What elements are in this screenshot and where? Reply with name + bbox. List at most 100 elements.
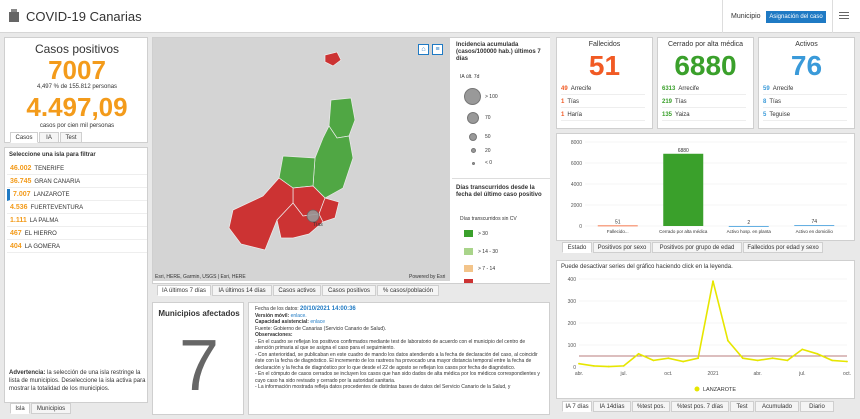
tab-diario[interactable]: Diario (800, 401, 834, 412)
tab-estado[interactable]: Estado (562, 242, 592, 253)
fallecidos-row: 49 Arrecife (561, 83, 645, 95)
legend-swatch (464, 279, 473, 283)
municipio-label: Municipio (731, 13, 761, 20)
tab-municipios[interactable]: Municipios (31, 403, 71, 414)
line-ytick: 400 (568, 277, 577, 283)
bar-category-label: Fallecido... (607, 229, 629, 234)
legend-label: > 30 (478, 231, 488, 237)
island-row[interactable]: 4.536 FUERTEVENTURA (7, 202, 147, 214)
line-xtick: jul. (619, 371, 626, 377)
line-point (846, 360, 848, 363)
canarias-crest-icon (9, 9, 19, 22)
line-xtick: abr. (575, 371, 583, 377)
tab-fallecidos-edad[interactable]: Fallecidos por edad y sexo (743, 242, 823, 253)
line-point (741, 357, 744, 360)
island-row[interactable]: 36.745 GRAN CANARIA (7, 176, 147, 188)
version-link[interactable]: enlace. (290, 312, 307, 319)
islands-warning: Advertencia: la selección de una isla re… (9, 370, 146, 392)
bar (728, 225, 769, 227)
line-point (682, 360, 685, 363)
menu-icon[interactable] (839, 12, 849, 21)
capacidad-link[interactable]: enlace (310, 319, 326, 325)
island-row[interactable]: 404 LA GOMERA (7, 241, 147, 253)
tab-ia[interactable]: IA (39, 132, 59, 143)
home-icon[interactable]: ⌂ (418, 44, 429, 55)
casos-title: Casos positivos (34, 42, 120, 56)
map-attribution: Esri, HERE, Garmin, USGS | Esri, HERE (155, 274, 246, 280)
bar-ytick: 2000 (571, 203, 582, 209)
tab-test[interactable]: Test (730, 401, 754, 412)
line-xtick: oct. (664, 371, 672, 377)
asignacion-button[interactable]: Asignación del caso (766, 11, 826, 23)
tab-test-pos[interactable]: %test pos. (632, 401, 670, 412)
bar-chart[interactable]: 0 2000 4000 6000 8000 51 Fallecido... 6880 Cerra… (557, 134, 854, 240)
line-ytick: 0 (573, 365, 576, 371)
tab-ia-14[interactable]: IA últimos 14 días (212, 285, 272, 296)
casos-per100k-label: casos por cien mil personas (39, 123, 115, 129)
island-row[interactable]: 467 EL HIERRO (7, 228, 147, 240)
bar (663, 153, 704, 226)
line-point (726, 339, 729, 342)
activos-row: 8 Tías (763, 96, 847, 108)
casos-total: 7007 (48, 55, 106, 85)
tab-positivos-sexo[interactable]: Positivos por sexo (593, 242, 651, 253)
legend-series-label: LANZAROTE (703, 387, 736, 393)
line-point (712, 280, 714, 283)
legend-swatch (464, 248, 473, 255)
map-panel[interactable]: Tías ⌂ ≡ Esri, HERE, Garmin, USGS | Esri… (152, 37, 550, 284)
island-row[interactable]: 1.111 LA PALMA (7, 215, 147, 227)
cerrado-row: 135 Yaiza (662, 109, 746, 121)
legend-label: > 100 (485, 94, 498, 100)
casos-pct: 4,497 % de 155.812 personas (36, 84, 118, 90)
line-chart[interactable]: 0 100 200 300 400 abr. jul. oct. 2021 abr. jul. oct… (557, 271, 854, 399)
island-row-selected[interactable]: 7.007 LANZAROTE (7, 189, 147, 201)
line-xtick: 2021 (707, 371, 718, 377)
fallecidos-row: 1 Tías (561, 96, 645, 108)
bar-category-label: Activo en domicilio (796, 229, 834, 234)
tab-test-pos-7[interactable]: %test pos. 7 días (671, 401, 729, 412)
legend2-title: Días transcurridos desde la fecha del úl… (456, 185, 542, 198)
app-title: COVID-19 Canarias (26, 9, 142, 24)
bar-data-label: 74 (811, 219, 817, 225)
line-point (607, 365, 610, 368)
legend-label: > 14 - 30 (478, 249, 498, 255)
bar-ytick: 4000 (571, 182, 582, 188)
tab-ia-7dias[interactable]: IA 7 días (562, 401, 592, 412)
activos-value: 76 (790, 50, 823, 81)
tab-test[interactable]: Test (60, 132, 82, 143)
tab-ia-14dias[interactable]: IA 14días (593, 401, 631, 412)
bar-data-label: 2 (747, 220, 750, 226)
line-point (831, 359, 834, 362)
tab-casos-positivos[interactable]: Casos positivos (322, 285, 376, 296)
bar-category-label: Activo hosp. en planta (727, 229, 772, 234)
info-panel: Fecha de los datos: 20/10/2021 14:00:36 … (248, 302, 550, 415)
legend-label: 70 (485, 115, 491, 121)
line-ytick: 200 (568, 321, 577, 327)
legend2-sub: Días transcurridos sin CV (460, 216, 517, 222)
tab-acumulado[interactable]: Acumulado (755, 401, 799, 412)
tab-ia-7[interactable]: IA últimos 7 días (157, 285, 211, 296)
legend-swatch (464, 265, 473, 272)
lanzarote-map[interactable]: Tías (153, 38, 450, 281)
map-canvas[interactable]: Tías (153, 38, 450, 281)
island-row[interactable]: 46.002 TENERIFE (7, 163, 147, 175)
activos-card: Activos 76 59 Arrecife 8 Tías 5 Teguise (758, 37, 855, 129)
legend1-sub: IA últ. 7d (460, 74, 480, 80)
fallecidos-row: 1 Haría (561, 109, 645, 121)
tab-casos[interactable]: Casos (10, 132, 38, 143)
line-chart-note: Puede desactivar series del gráfico haci… (561, 264, 733, 270)
activos-row: 5 Teguise (763, 109, 847, 121)
tab-casos-activos[interactable]: Casos activos (273, 285, 321, 296)
tab-isla[interactable]: Isla (10, 403, 30, 414)
tab-positivos-edad[interactable]: Positivos por grupo de edad (652, 242, 742, 253)
layers-icon[interactable]: ≡ (432, 44, 443, 55)
legend-label: < 0 (485, 160, 493, 166)
activos-row: 59 Arrecife (763, 83, 847, 95)
line-point (667, 357, 670, 360)
cerrado-value: 6880 (674, 50, 737, 81)
line-chart-panel: Puede desactivar series del gráfico haci… (556, 260, 855, 399)
tab-pct-poblacion[interactable]: % casos/población (377, 285, 439, 296)
casos-per100k: 4.497,09 (26, 92, 128, 122)
cerrado-card: Cerrado por alta médica 6880 6313 Arrecif… (657, 37, 754, 129)
fallecidos-card: Fallecidos 51 49 Arrecife 1 Tías 1 Haría (556, 37, 653, 129)
